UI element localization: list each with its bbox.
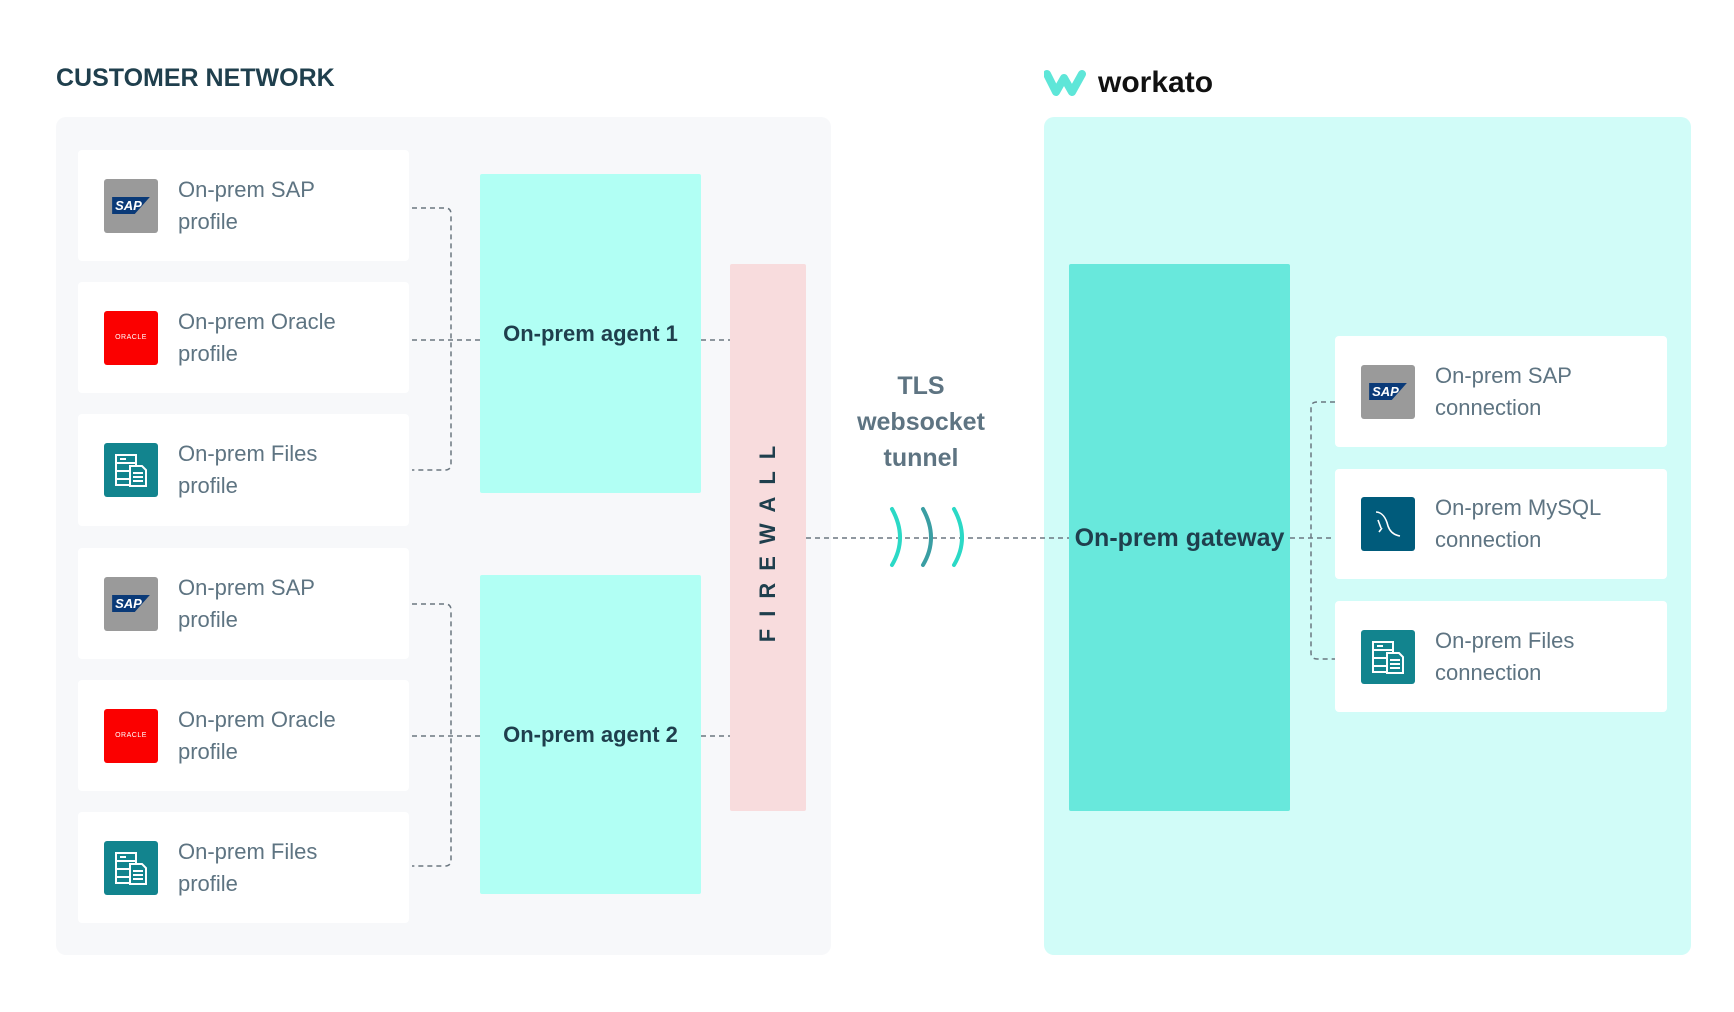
workato-wordmark: workato [1098,66,1214,99]
mysql-icon [1361,497,1415,551]
profile-card[interactable]: ORACLE On-prem Oracle profile [78,282,409,393]
connection-label: On-prem MySQL connection [1435,495,1601,552]
profile-label: On-prem SAP profile [178,574,315,632]
oracle-icon-text: ORACLE [115,334,147,341]
connection-card[interactable]: On-prem Files connection [1335,601,1667,712]
oracle-icon: ORACLE [104,708,158,763]
sap-icon: SAP [104,576,158,631]
customer-network-title: CUSTOMER NETWORK [56,64,335,92]
oracle-icon-text: ORACLE [115,732,147,739]
profile-label: On-prem Oracle profile [178,308,336,366]
profile-card[interactable]: ORACLE On-prem Oracle profile [78,680,409,791]
gateway[interactable]: On-prem gateway [1069,264,1290,811]
files-icon [1361,629,1415,684]
workato-logo: workato [1044,66,1213,100]
profile-label: On-prem Files profile [178,441,318,498]
profile-card[interactable]: On-prem Files profile [78,812,409,923]
profile-card[interactable]: SAP On-prem SAP profile [78,548,409,659]
wave-icon [921,507,933,567]
profile-label: On-prem Oracle profile [178,706,336,764]
connection-label: On-prem Files connection [1435,627,1575,685]
agent-1[interactable]: On-prem agent 1 [480,174,701,493]
wave-icon [952,507,964,567]
profile-card[interactable]: SAP On-prem SAP profile [78,150,409,261]
tunnel-waves [890,507,964,567]
profile-card[interactable]: On-prem Files profile [78,414,409,526]
tunnel-label: TLS websocket tunnel [857,372,985,472]
workato-logo-icon [1044,70,1086,96]
profile-label: On-prem SAP profile [178,176,315,234]
sap-icon: SAP [104,178,158,233]
oracle-icon: ORACLE [104,310,158,365]
files-icon [104,443,158,497]
agent-2[interactable]: On-prem agent 2 [480,575,701,894]
connection-label: On-prem SAP connection [1435,362,1572,420]
connection-card[interactable]: SAP On-prem SAP connection [1335,336,1667,447]
connector-agent2-bracket [412,603,452,867]
connection-card[interactable]: On-prem MySQL connection [1335,469,1667,579]
sap-icon: SAP [1361,364,1415,419]
firewall: FIREWALL [730,264,806,811]
connector-agent1-bracket [412,207,452,471]
connector-connections-bracket [1310,401,1335,660]
files-icon [104,840,158,895]
wave-icon [890,507,902,567]
profile-label: On-prem Files profile [178,838,318,896]
